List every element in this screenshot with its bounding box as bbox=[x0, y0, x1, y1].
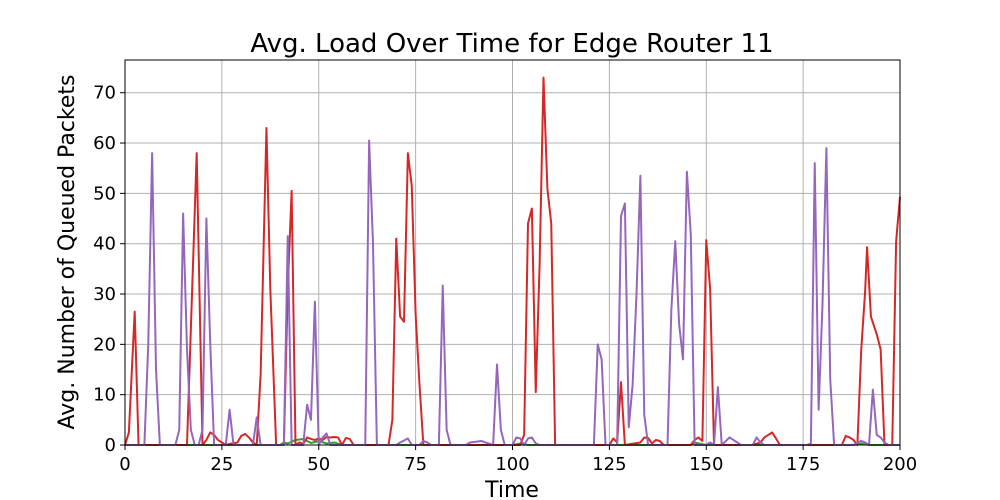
x-tick-label: 150 bbox=[689, 454, 723, 475]
y-tick-label: 60 bbox=[93, 133, 116, 154]
y-tick-label: 10 bbox=[93, 385, 116, 406]
y-tick-label: 0 bbox=[105, 435, 116, 456]
x-tick-label: 175 bbox=[786, 454, 820, 475]
y-axis-ticks: 0 10 20 30 40 50 60 70 bbox=[93, 83, 125, 456]
y-tick-label: 50 bbox=[93, 183, 116, 204]
x-tick-label: 125 bbox=[592, 454, 626, 475]
x-tick-label: 100 bbox=[495, 454, 529, 475]
series-line-2 bbox=[124, 76, 901, 446]
y-tick-label: 40 bbox=[93, 234, 116, 255]
y-axis-label: Avg. Number of Queued Packets bbox=[55, 75, 80, 430]
x-tick-label: 75 bbox=[404, 454, 427, 475]
y-tick-label: 70 bbox=[93, 83, 116, 104]
x-axis-ticks: 0 25 50 75 100 125 150 175 200 bbox=[119, 445, 917, 475]
x-tick-label: 25 bbox=[210, 454, 233, 475]
y-tick-label: 30 bbox=[93, 284, 116, 305]
x-axis-label: Time bbox=[484, 478, 539, 500]
x-tick-label: 0 bbox=[119, 454, 130, 475]
x-tick-label: 50 bbox=[307, 454, 330, 475]
x-tick-label: 200 bbox=[883, 454, 917, 475]
chart-title: Avg. Load Over Time for Edge Router 11 bbox=[250, 29, 773, 59]
y-tick-label: 20 bbox=[93, 334, 116, 355]
